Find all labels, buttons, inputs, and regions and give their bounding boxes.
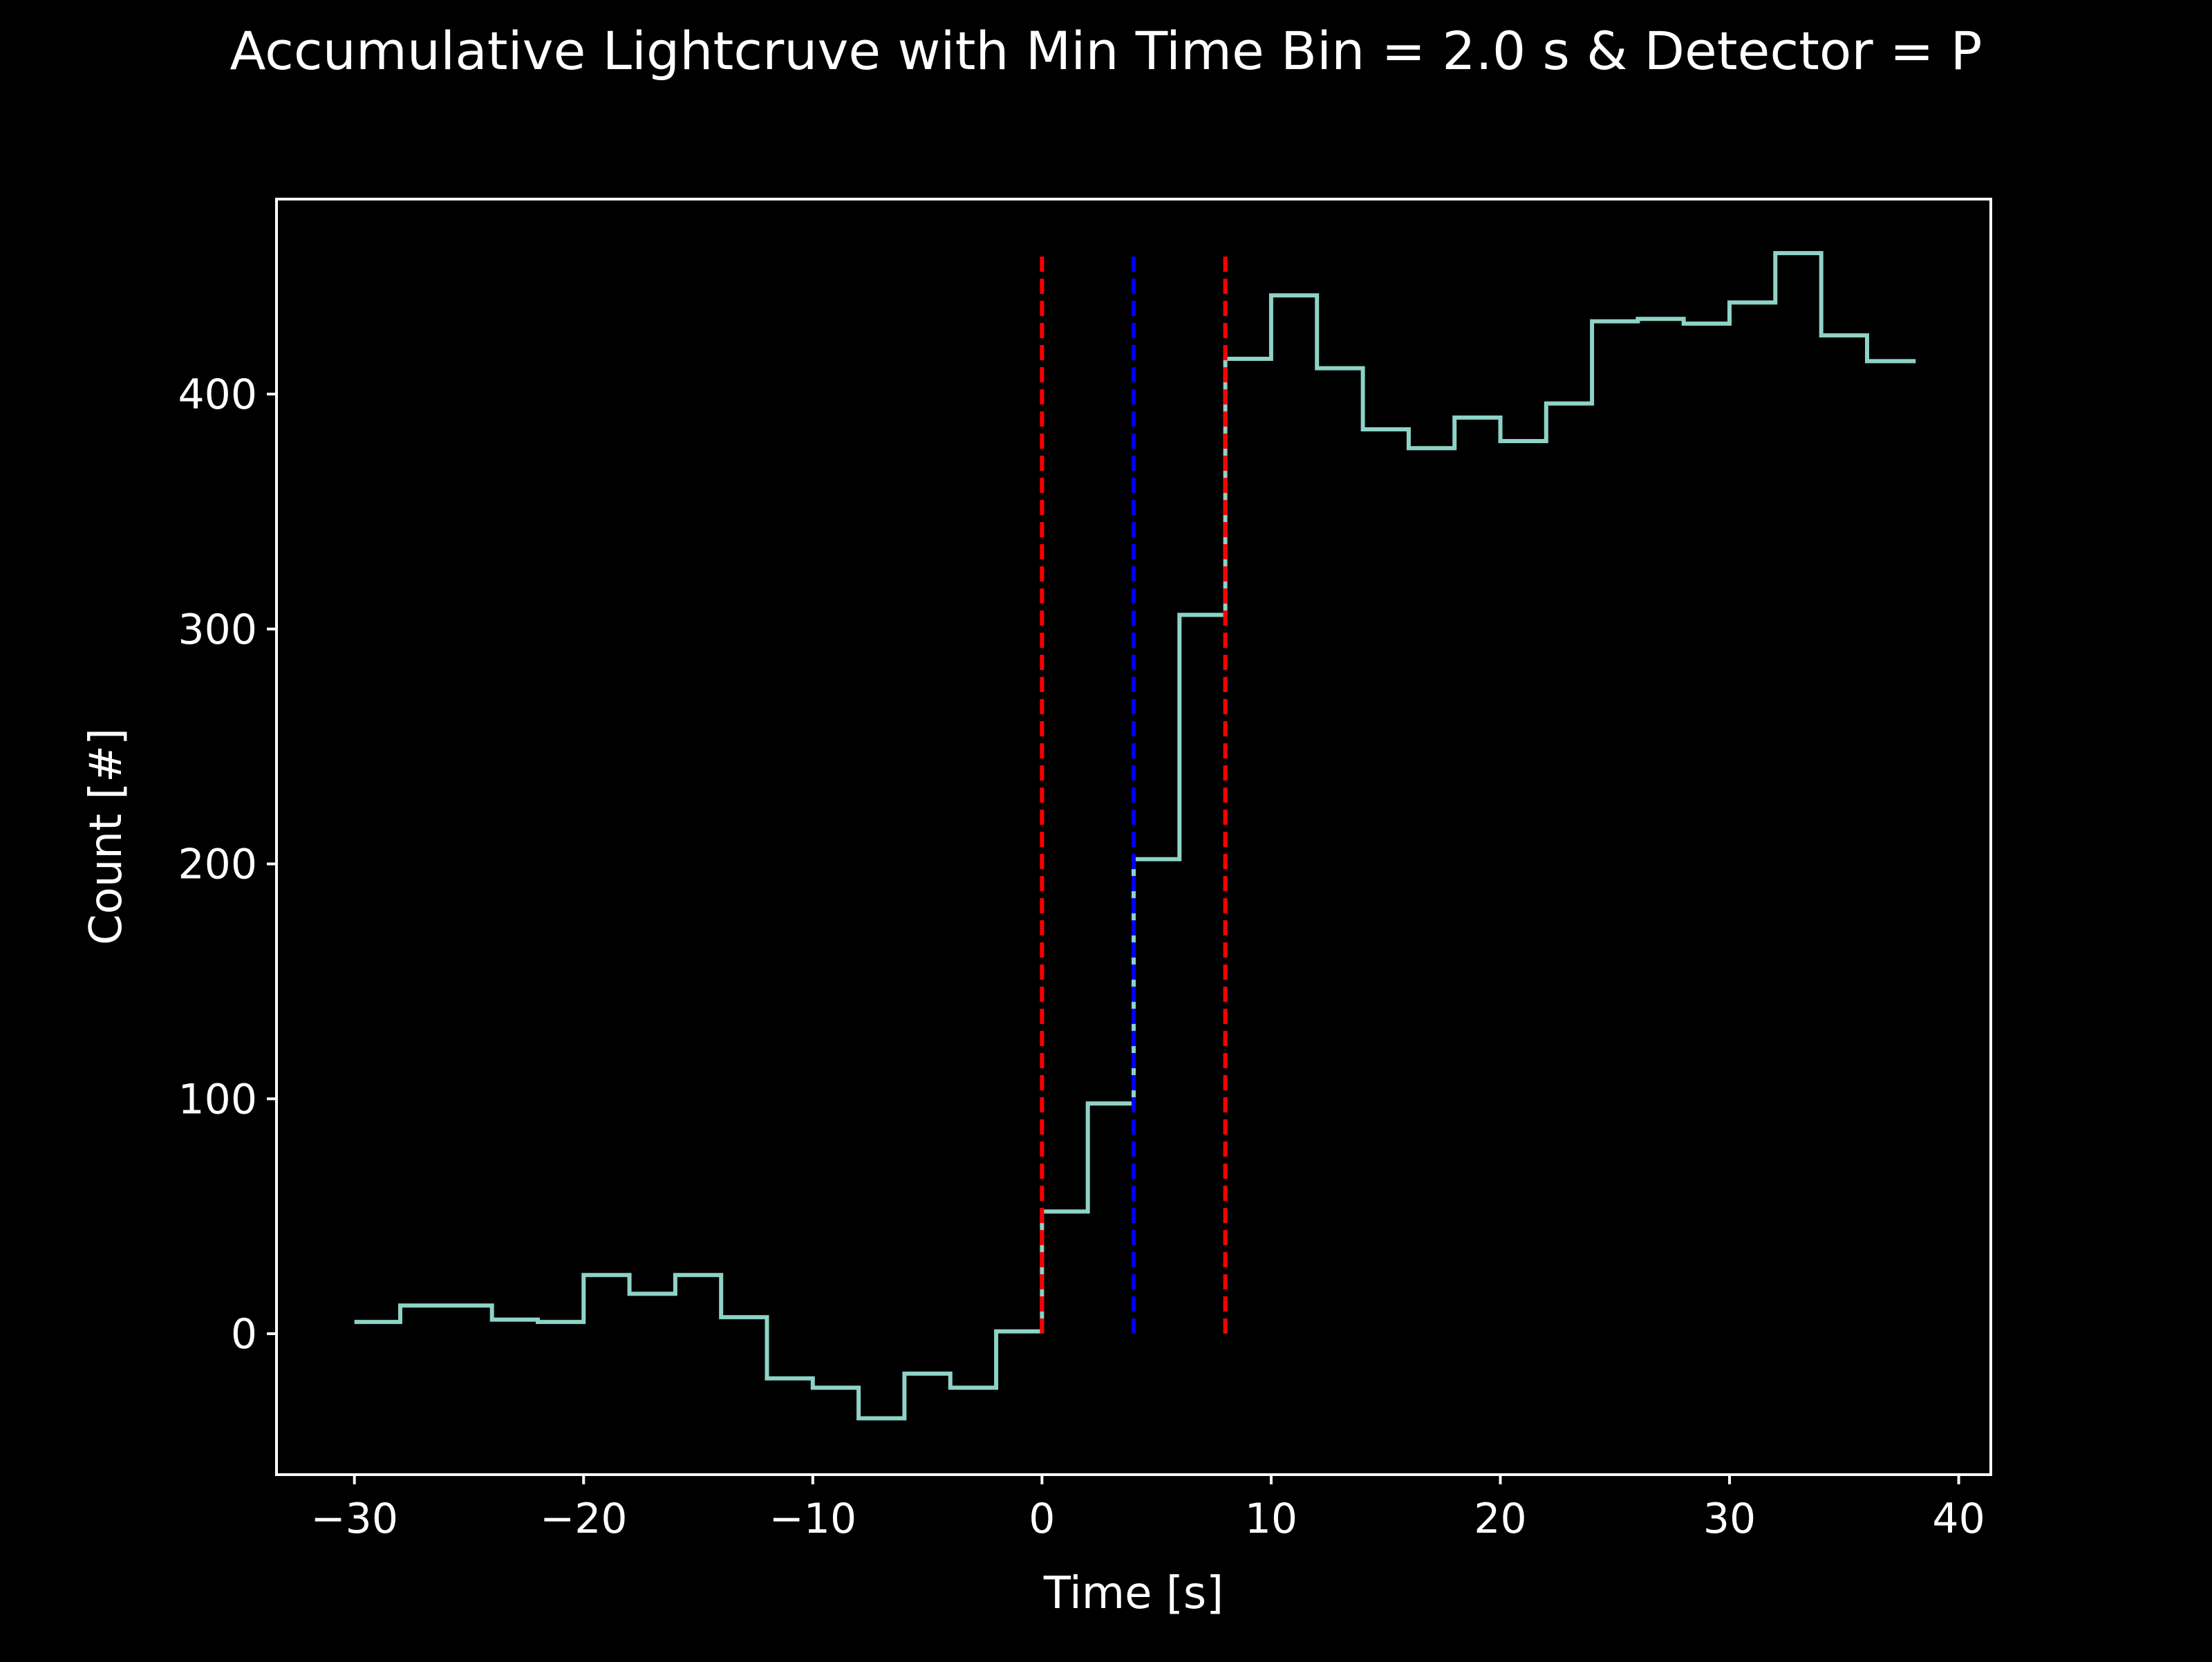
y-axis: 0 100 200 300 400 bbox=[178, 371, 276, 1358]
x-tick-label: 0 bbox=[1029, 1495, 1055, 1543]
y-axis-label: Count [#] bbox=[81, 728, 132, 945]
series-line-0 bbox=[354, 251, 1916, 1421]
x-tick-label: −20 bbox=[540, 1495, 628, 1543]
y-tick-label: 0 bbox=[231, 1310, 257, 1358]
x-tick-label: −10 bbox=[769, 1495, 857, 1543]
x-tick-label: 30 bbox=[1703, 1495, 1756, 1543]
x-tick-label: −30 bbox=[310, 1495, 398, 1543]
x-axis: −30 −20 −10 0 10 20 30 40 bbox=[310, 1475, 1985, 1543]
plot-frame bbox=[275, 198, 1992, 1476]
y-tick-label: 200 bbox=[178, 841, 257, 889]
x-tick-label: 20 bbox=[1474, 1495, 1526, 1543]
plot-area bbox=[354, 251, 1916, 1421]
chart-title: Accumulative Lightcruve with Min Time Bi… bbox=[229, 20, 1982, 82]
y-tick-label: 100 bbox=[178, 1075, 257, 1123]
x-tick-label: 10 bbox=[1245, 1495, 1297, 1543]
y-tick-label: 400 bbox=[178, 371, 257, 419]
x-tick-label: 40 bbox=[1932, 1495, 1985, 1543]
x-axis-label: Time [s] bbox=[1043, 1568, 1224, 1619]
y-tick-label: 300 bbox=[178, 606, 257, 654]
